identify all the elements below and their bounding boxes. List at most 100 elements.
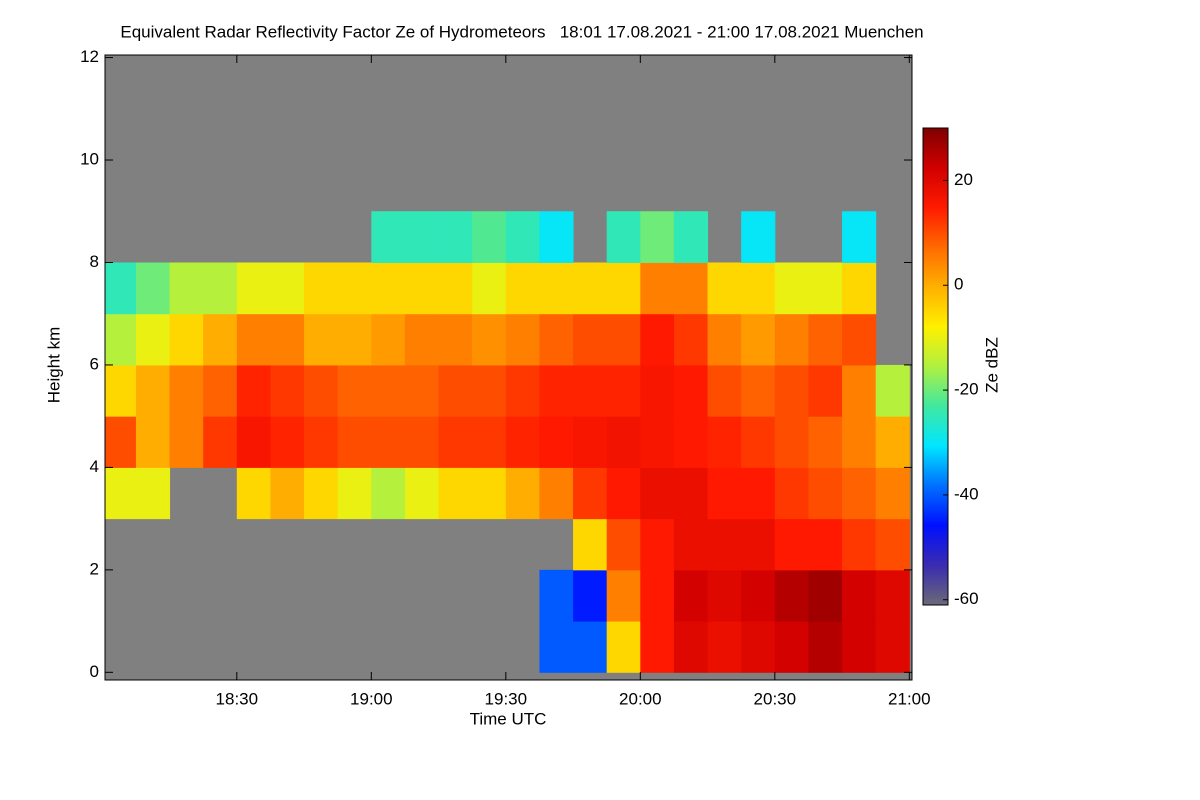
heatmap-cell	[169, 313, 204, 366]
heatmap-cell	[875, 416, 910, 468]
heatmap-cell	[505, 211, 540, 263]
heatmap-cell	[404, 416, 440, 468]
heatmap-cell	[539, 364, 574, 417]
heatmap-cell	[404, 262, 440, 315]
heatmap-cell	[640, 313, 675, 366]
heatmap-cell	[472, 364, 507, 417]
heatmap-cell	[741, 416, 776, 468]
heatmap-cell	[808, 313, 843, 366]
heatmap-cell	[135, 467, 171, 520]
heatmap-cell	[203, 262, 238, 315]
heatmap-cell	[741, 313, 776, 366]
y-tick-label: 4	[90, 457, 99, 476]
heatmap-cell	[707, 467, 742, 520]
heatmap-cell	[741, 621, 776, 673]
heatmap-cell	[573, 467, 608, 520]
heatmap-cell	[539, 211, 574, 263]
heatmap-cell	[539, 621, 574, 673]
heatmap-cell	[640, 364, 675, 417]
heatmap-cell	[875, 518, 910, 571]
heatmap-cell	[707, 518, 742, 571]
heatmap-cell	[169, 416, 204, 468]
heatmap-cell	[236, 313, 271, 366]
heatmap-cell	[673, 211, 709, 263]
heatmap-cell	[438, 416, 473, 468]
x-tick-label: 20:00	[619, 689, 662, 708]
x-tick-label: 19:00	[350, 689, 393, 708]
heatmap	[105, 211, 910, 673]
heatmap-cell	[270, 416, 305, 468]
heatmap-cell	[741, 211, 776, 263]
heatmap-cell	[337, 313, 372, 366]
heatmap-cell	[774, 569, 809, 622]
heatmap-cell	[842, 569, 877, 622]
heatmap-cell	[741, 467, 776, 520]
heatmap-cell	[203, 313, 238, 366]
heatmap-cell	[606, 364, 641, 417]
heatmap-cell	[304, 313, 339, 366]
heatmap-cell	[707, 364, 742, 417]
heatmap-cell	[707, 569, 742, 622]
x-tick-label: 18:30	[216, 689, 259, 708]
heatmap-cell	[640, 211, 675, 263]
heatmap-cell	[472, 262, 507, 315]
colorbar-tick-label: -60	[954, 589, 979, 608]
heatmap-cell	[539, 416, 574, 468]
heatmap-cell	[808, 262, 843, 315]
heatmap-cell	[808, 621, 843, 673]
heatmap-cell	[337, 467, 372, 520]
heatmap-cell	[472, 467, 507, 520]
heatmap-cell	[505, 262, 540, 315]
heatmap-cell	[774, 313, 809, 366]
heatmap-cell	[236, 262, 271, 315]
heatmap-cell	[774, 262, 809, 315]
heatmap-cell	[875, 467, 910, 520]
heatmap-cell	[105, 262, 137, 315]
heatmap-cell	[438, 262, 473, 315]
heatmap-cell	[842, 364, 877, 417]
heatmap-cell	[539, 467, 574, 520]
heatmap-cell	[371, 467, 406, 520]
heatmap-cell	[438, 211, 473, 263]
heatmap-cell	[203, 416, 238, 468]
heatmap-cell	[304, 416, 339, 468]
heatmap-cell	[774, 364, 809, 417]
heatmap-cell	[606, 313, 641, 366]
heatmap-cell	[842, 313, 877, 366]
heatmap-cell	[640, 262, 675, 315]
heatmap-cell	[673, 518, 709, 571]
heatmap-cell	[808, 518, 843, 571]
heatmap-cell	[573, 569, 608, 622]
colorbar	[922, 127, 949, 606]
heatmap-cell	[808, 569, 843, 622]
heatmap-cell	[606, 262, 641, 315]
heatmap-cell	[573, 313, 608, 366]
x-tick-label: 19:30	[485, 689, 528, 708]
heatmap-cell	[573, 262, 608, 315]
heatmap-cell	[673, 313, 709, 366]
heatmap-cell	[404, 313, 440, 366]
heatmap-cell	[640, 569, 675, 622]
heatmap-cell	[640, 621, 675, 673]
y-tick-label: 0	[90, 662, 99, 681]
heatmap-cell	[774, 518, 809, 571]
y-tick-label: 6	[90, 354, 99, 373]
colorbar-tick-label: 0	[954, 275, 963, 294]
heatmap-cell	[673, 569, 709, 622]
heatmap-cell	[875, 621, 910, 673]
heatmap-cell	[169, 364, 204, 417]
heatmap-cell	[842, 416, 877, 468]
heatmap-cell	[304, 364, 339, 417]
heatmap-cell	[105, 416, 137, 468]
y-axis-label: Height km	[44, 327, 63, 404]
heatmap-cell	[741, 569, 776, 622]
heatmap-cell	[808, 467, 843, 520]
axes: 18:30 19:00 19:30 20:00 20:30 21:00 0 2 4 6 8 10 12 2…	[80, 47, 979, 708]
heatmap-cell	[505, 467, 540, 520]
heatmap-cell	[640, 467, 675, 520]
heatmap-cell	[774, 621, 809, 673]
heatmap-cell	[438, 313, 473, 366]
plot-frame	[104, 54, 913, 681]
heatmap-cell	[842, 518, 877, 571]
